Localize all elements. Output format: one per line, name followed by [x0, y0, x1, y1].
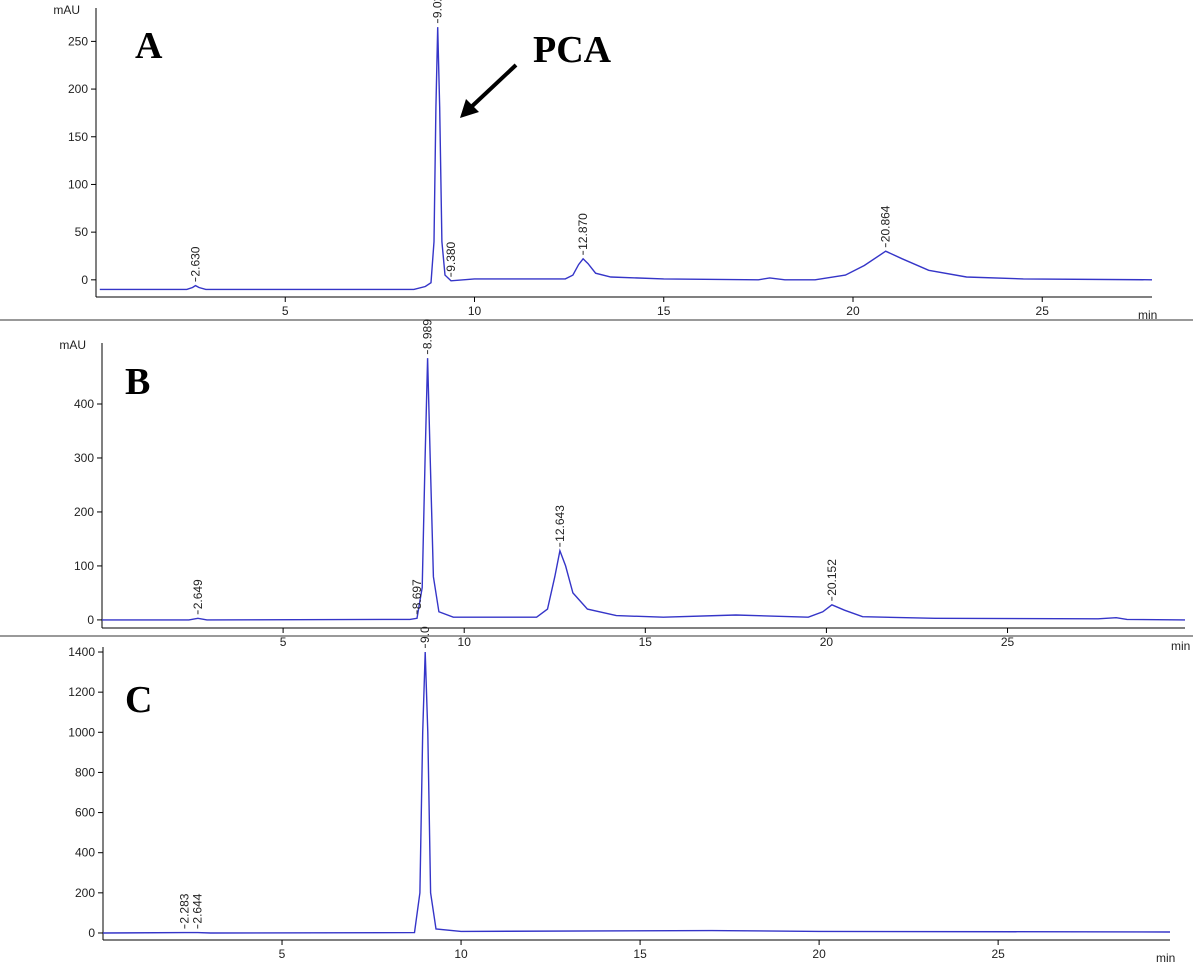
y-tick-label: 300 — [74, 451, 94, 465]
peak-label: 2.644 — [191, 893, 205, 923]
peak-label: 12.643 — [553, 505, 567, 542]
trace — [102, 358, 1186, 621]
x-tick-label: 15 — [639, 635, 653, 649]
y-tick-label: 200 — [74, 505, 94, 519]
x-axis-label: min — [1156, 951, 1175, 965]
arrow-head — [460, 99, 479, 118]
peak-label: 2.630 — [189, 246, 203, 276]
y-axis-label: mAU — [53, 3, 80, 17]
peak-label: 9.0 — [418, 626, 432, 643]
trace — [102, 651, 1171, 934]
y-tick-label: 250 — [68, 34, 88, 48]
peak-label: 9.380 — [444, 241, 458, 271]
y-tick-label: 100 — [74, 559, 94, 573]
panel-label: C — [125, 679, 152, 721]
peak-label: 2.283 — [178, 893, 192, 923]
peak-label: 20.152 — [825, 559, 839, 596]
y-tick-label: 200 — [68, 82, 88, 96]
y-tick-label: 200 — [75, 886, 95, 900]
y-tick-label: 0 — [88, 926, 95, 940]
y-tick-label: 100 — [68, 177, 88, 191]
x-tick-label: 10 — [458, 635, 472, 649]
x-tick-label: 5 — [280, 635, 287, 649]
x-tick-label: 20 — [812, 947, 826, 961]
trace — [99, 27, 1153, 291]
y-tick-label: 400 — [74, 397, 94, 411]
x-tick-label: 5 — [282, 304, 289, 318]
y-tick-label: 0 — [87, 613, 94, 627]
arrow — [466, 63, 518, 112]
y-tick-label: 0 — [81, 273, 88, 287]
y-tick-label: 400 — [75, 846, 95, 860]
peak-label: 8.697 — [410, 579, 424, 609]
x-tick-label: 20 — [820, 635, 834, 649]
x-tick-label: 25 — [991, 947, 1005, 961]
y-tick-label: 1400 — [68, 645, 95, 659]
y-axis-label: mAU — [59, 338, 86, 352]
x-tick-label: 15 — [633, 947, 647, 961]
y-tick-label: 600 — [75, 806, 95, 820]
y-tick-label: 150 — [68, 130, 88, 144]
x-tick-label: 20 — [846, 304, 860, 318]
x-tick-label: 10 — [454, 947, 468, 961]
panel-label: A — [135, 25, 163, 67]
panel-label: B — [125, 361, 150, 403]
annotation: PCA — [533, 29, 612, 71]
x-tick-label: 15 — [657, 304, 671, 318]
y-tick-label: 1200 — [68, 685, 95, 699]
y-tick-label: 50 — [75, 225, 89, 239]
x-axis-label: min — [1171, 639, 1190, 653]
peak-label: 9.029 — [431, 0, 445, 18]
y-tick-label: 800 — [75, 765, 95, 779]
peak-label: 2.649 — [191, 579, 205, 609]
y-tick-label: 1000 — [68, 725, 95, 739]
x-tick-label: 10 — [468, 304, 482, 318]
x-axis-label: min — [1138, 308, 1157, 322]
peak-label: 8.989 — [421, 319, 435, 349]
x-tick-label: 25 — [1036, 304, 1050, 318]
peak-label: 20.864 — [879, 205, 893, 242]
x-tick-label: 25 — [1001, 635, 1015, 649]
x-tick-label: 5 — [279, 947, 286, 961]
peak-label: 12.870 — [576, 213, 590, 250]
